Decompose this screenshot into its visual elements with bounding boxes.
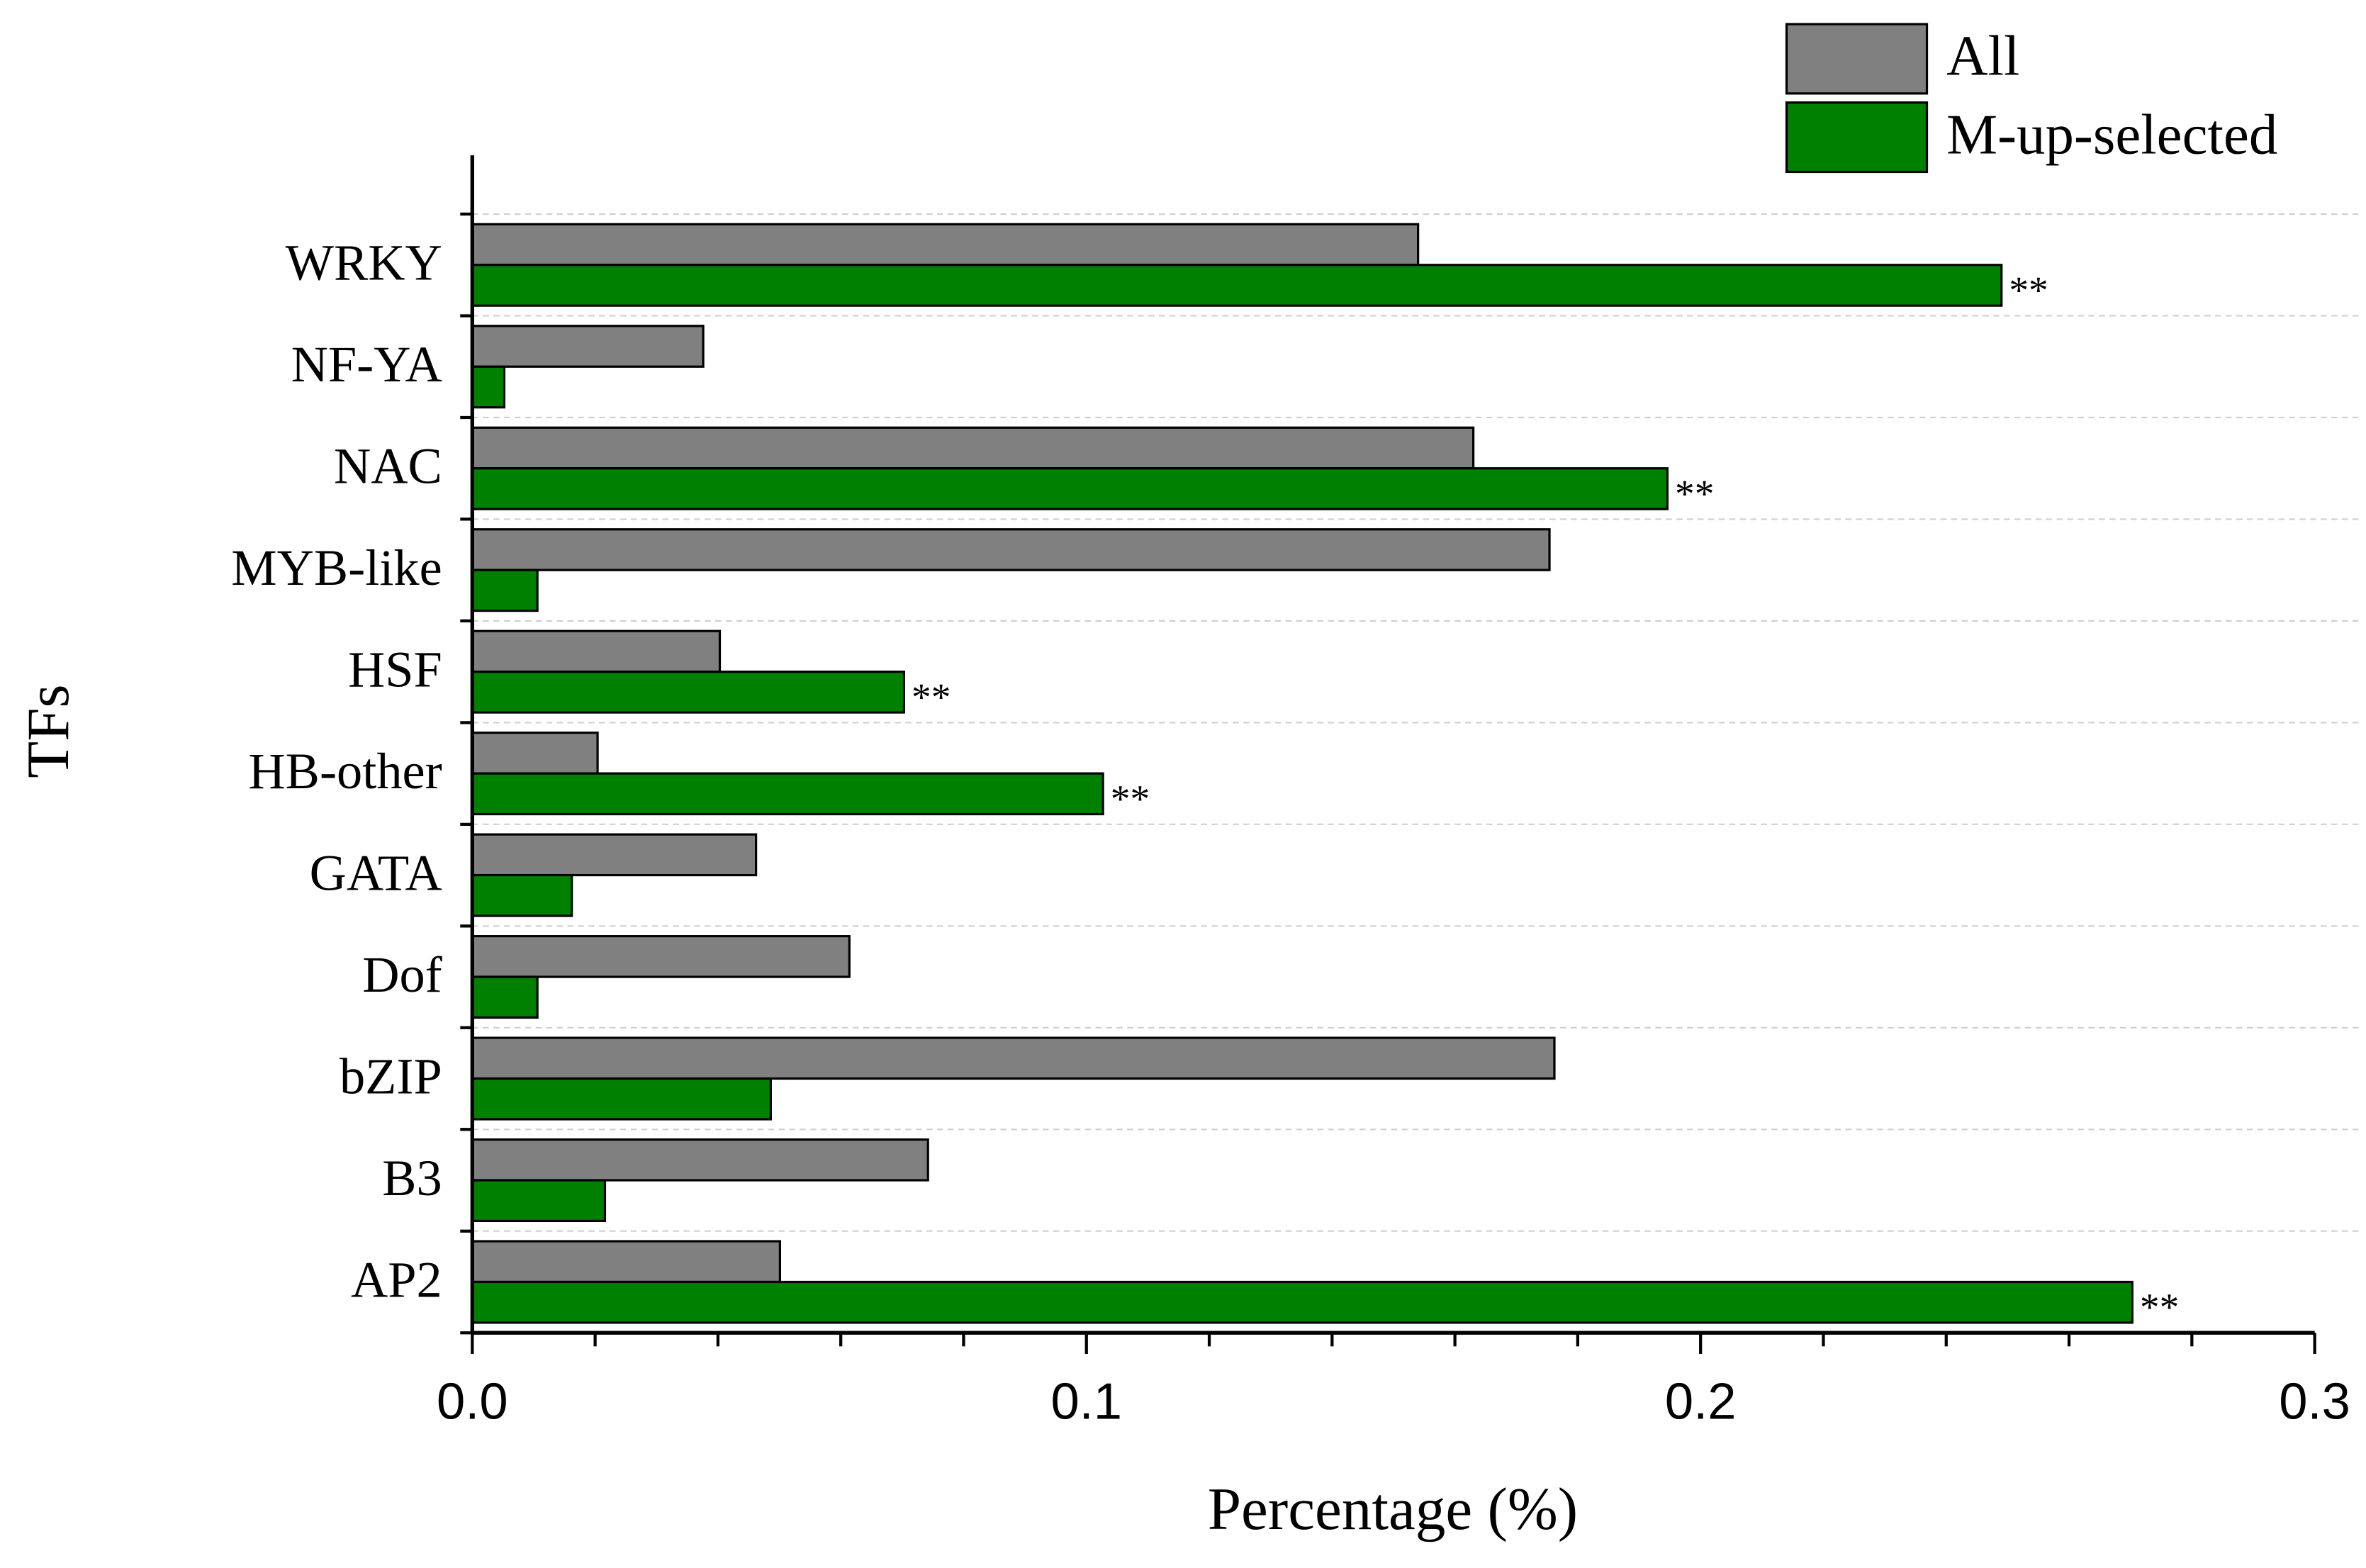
legend-swatch: [1785, 101, 1929, 174]
y-tick-label: MYB-like: [231, 539, 442, 596]
y-tick-label: B3: [382, 1150, 442, 1206]
y-tick-label: NF-YA: [291, 336, 442, 393]
y-tick-label: Dof: [362, 946, 442, 1003]
bar: [471, 772, 1104, 816]
bar: [471, 1138, 929, 1182]
annotation: **: [1111, 777, 1150, 820]
bar: [471, 264, 2003, 307]
bar: [471, 1280, 2134, 1324]
x-tick-label: 0.3: [2279, 1373, 2350, 1430]
y-tick-label: HSF: [348, 642, 442, 698]
bar: [471, 1036, 1556, 1080]
y-tick-label: HB-other: [248, 743, 442, 800]
x-tick-label: 0.2: [1665, 1373, 1737, 1430]
bar: [471, 426, 1475, 470]
y-tick-label: NAC: [334, 438, 442, 495]
bar: [471, 873, 573, 917]
y-tick-label: bZIP: [340, 1048, 442, 1104]
x-axis-title: Percentage (%): [1208, 1476, 1578, 1542]
bar: [471, 975, 539, 1019]
y-tick-label: WRKY: [286, 235, 442, 291]
y-axis-title: TFs: [15, 684, 82, 778]
bar: [471, 1240, 782, 1284]
bar: [471, 1179, 607, 1223]
annotation: **: [2140, 1286, 2179, 1329]
legend-label: M-up-selected: [1946, 103, 2277, 166]
x-tick-label: 0.0: [437, 1373, 508, 1430]
y-tick-label: AP2: [351, 1251, 442, 1308]
bar: [471, 223, 1420, 267]
bar: [471, 833, 758, 877]
bar: [471, 528, 1551, 571]
x-tick-label: 0.1: [1050, 1373, 1122, 1430]
bar: [471, 935, 851, 978]
legend-swatch: [1785, 23, 1929, 95]
annotation: **: [1675, 472, 1714, 515]
annotation: **: [912, 676, 951, 719]
bar: [471, 1077, 773, 1121]
y-tick-label: GATA: [310, 844, 442, 901]
bar: [471, 629, 722, 673]
annotation: **: [2009, 269, 2048, 312]
bar: [471, 325, 705, 368]
bar: [471, 671, 906, 714]
bar: [471, 467, 1669, 510]
bar: [471, 365, 505, 409]
bar: [471, 569, 539, 612]
legend-label: All: [1946, 25, 2019, 88]
bar: [471, 732, 599, 775]
